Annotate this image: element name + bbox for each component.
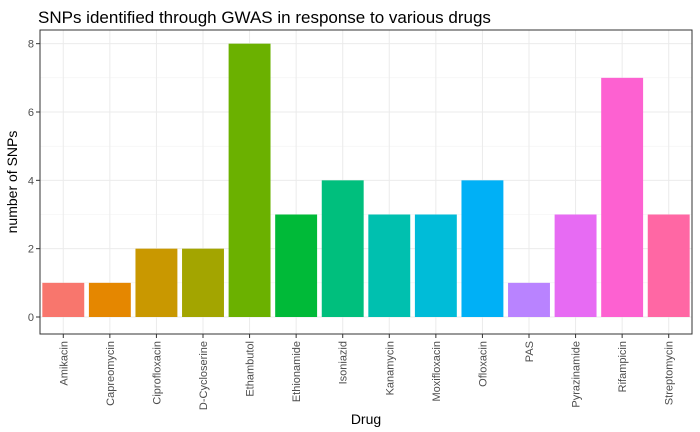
x-tick-label: Ethambutol (245, 341, 257, 397)
x-axis: Amikacin Capreomycin Ciprofloxacin D-Cyclos… (58, 334, 676, 410)
bar-isoniazid (321, 180, 364, 317)
x-tick-label: Ofloxacin (477, 341, 489, 387)
bar-moxifloxacin (414, 214, 457, 317)
x-tick-label: Isoniazid (338, 341, 350, 384)
x-tick-label: Capreomycin (105, 341, 117, 406)
y-tick-label: 6 (28, 107, 34, 119)
x-tick-label: PAS (524, 341, 536, 362)
bar-pas (508, 282, 550, 317)
x-tick-label: Ethionamide (291, 341, 303, 402)
y-tick-label: 0 (28, 312, 34, 324)
x-tick-label: D-Cycloserine (198, 341, 210, 410)
bar-pyrazinamide (554, 214, 597, 317)
bar-rifampicin (601, 77, 644, 317)
bar-ofloxacin (461, 180, 504, 317)
x-tick-label: Moxifloxacin (431, 341, 443, 402)
x-tick-label: Rifampicin (617, 341, 629, 392)
bar-kanamycin (368, 214, 411, 317)
bar-streptomycin (647, 214, 690, 317)
x-tick-label: Amikacin (58, 341, 70, 386)
panel-border (39, 29, 693, 335)
y-tick-label: 4 (28, 175, 34, 187)
y-tick-label: 2 (28, 244, 34, 256)
bar-ciprofloxacin (135, 248, 178, 317)
bar-amikacin (42, 282, 85, 317)
bars-layer (42, 43, 690, 318)
y-tick-label: 8 (28, 39, 34, 51)
bar-ethambutol (228, 43, 271, 318)
x-tick-label: Pyrazinamide (571, 341, 583, 408)
bar-d-cycloserine (182, 248, 224, 317)
x-tick-label: Ciprofloxacin (151, 341, 163, 405)
x-tick-label: Kanamycin (384, 341, 396, 395)
x-tick-label: Streptomycin (664, 341, 676, 405)
chart-title: SNPs identified through GWAS in response… (38, 8, 491, 27)
y-axis: 0 2 4 6 8 (28, 39, 40, 324)
bar-ethionamide (275, 214, 318, 317)
x-axis-title: Drug (351, 411, 381, 427)
bar-capreomycin (88, 282, 131, 317)
y-axis-title: number of SNPs (4, 131, 20, 234)
